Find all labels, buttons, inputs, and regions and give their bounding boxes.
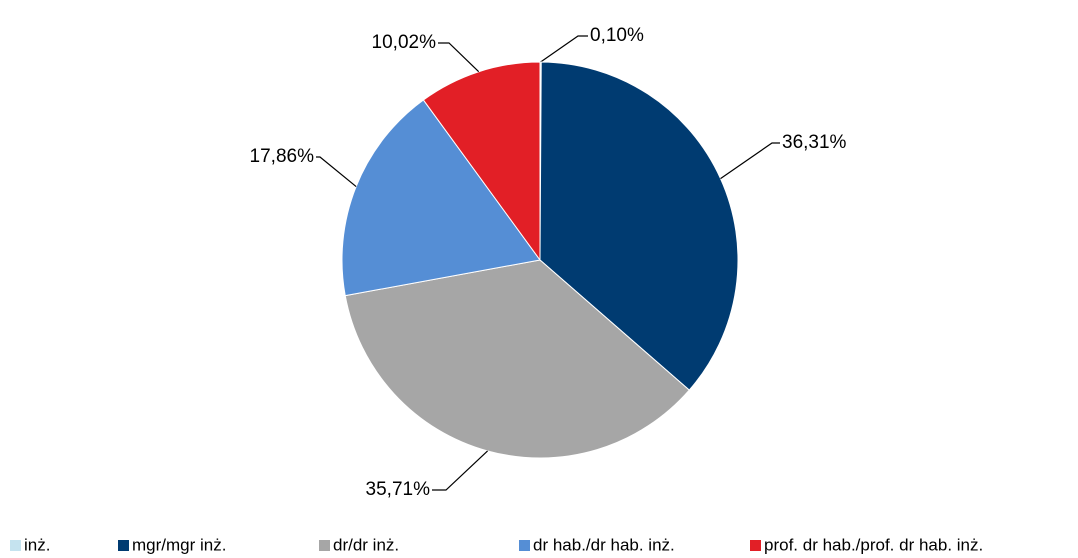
leader-line (316, 156, 357, 187)
legend-label: inż. (24, 535, 50, 554)
data-label: 35,71% (366, 479, 431, 500)
data-label: 17,86% (250, 146, 315, 167)
leader-line (540, 35, 588, 63)
legend-swatch (519, 540, 530, 551)
leader-line (432, 450, 488, 491)
pie-slice (422, 61, 541, 262)
leader-line (438, 42, 480, 73)
legend-swatch (118, 540, 129, 551)
pie-slice (341, 99, 541, 297)
legend-label: dr hab./dr hab. inż. (533, 535, 675, 554)
legend-label: dr/dr inż. (333, 535, 399, 554)
leader-line (720, 142, 780, 180)
data-label: 36,31% (782, 132, 847, 153)
legend-label: prof. dr hab./prof. dr hab. inż. (764, 535, 983, 554)
data-label: 0,10% (590, 25, 644, 46)
legend-swatch (10, 540, 21, 551)
legend-swatch (319, 540, 330, 551)
legend-label: mgr/mgr inż. (132, 535, 226, 554)
data-label: 10,02% (372, 32, 437, 53)
pie-slice (539, 61, 739, 391)
legend-swatch (750, 540, 761, 551)
